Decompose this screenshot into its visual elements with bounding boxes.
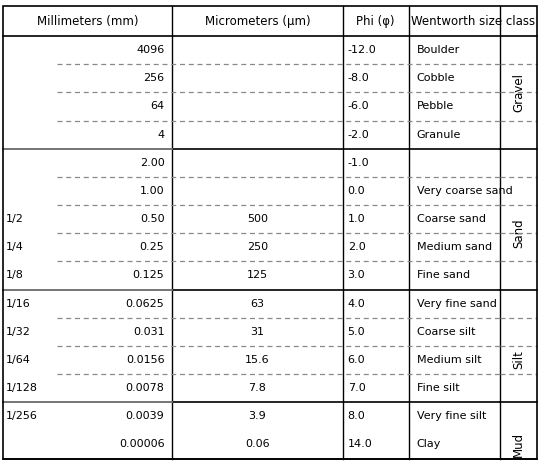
Text: Medium sand: Medium sand <box>416 242 492 252</box>
Text: 2.0: 2.0 <box>347 242 366 252</box>
Text: 500: 500 <box>247 214 268 224</box>
Text: 7.8: 7.8 <box>249 383 266 393</box>
Text: 7.0: 7.0 <box>347 383 366 393</box>
Text: -2.0: -2.0 <box>347 130 369 140</box>
Text: Wentworth size class: Wentworth size class <box>410 15 535 28</box>
Text: 4096: 4096 <box>136 45 164 55</box>
Text: 63: 63 <box>250 299 265 309</box>
Text: Phi (φ): Phi (φ) <box>356 15 395 28</box>
Text: Coarse silt: Coarse silt <box>416 327 475 337</box>
Text: Micrometers (μm): Micrometers (μm) <box>205 15 310 28</box>
Text: -12.0: -12.0 <box>347 45 376 55</box>
Text: 1/32: 1/32 <box>6 327 31 337</box>
Text: 3.0: 3.0 <box>347 271 366 280</box>
Text: 6.0: 6.0 <box>347 355 366 365</box>
Text: 0.0: 0.0 <box>347 186 366 196</box>
Text: 0.0078: 0.0078 <box>125 383 164 393</box>
Text: 125: 125 <box>247 271 268 280</box>
Text: 1/16: 1/16 <box>6 299 31 309</box>
Text: 0.25: 0.25 <box>140 242 164 252</box>
Text: 31: 31 <box>250 327 265 337</box>
Text: 1/2: 1/2 <box>6 214 24 224</box>
Text: 64: 64 <box>150 101 164 112</box>
Text: Coarse sand: Coarse sand <box>416 214 486 224</box>
Text: 1/8: 1/8 <box>6 271 24 280</box>
Text: 5.0: 5.0 <box>347 327 366 337</box>
Text: Gravel: Gravel <box>512 73 525 112</box>
Text: 0.0156: 0.0156 <box>126 355 164 365</box>
Text: 14.0: 14.0 <box>347 439 373 450</box>
Text: 3.9: 3.9 <box>249 411 266 421</box>
Text: Very fine sand: Very fine sand <box>416 299 496 309</box>
Text: 1/128: 1/128 <box>6 383 38 393</box>
Text: 256: 256 <box>144 73 164 83</box>
Text: 0.00006: 0.00006 <box>119 439 164 450</box>
Text: Fine silt: Fine silt <box>416 383 459 393</box>
Text: Medium silt: Medium silt <box>416 355 481 365</box>
Text: 1/4: 1/4 <box>6 242 24 252</box>
Text: 1/64: 1/64 <box>6 355 31 365</box>
Text: Pebble: Pebble <box>416 101 454 112</box>
Text: -8.0: -8.0 <box>347 73 369 83</box>
Text: 0.0039: 0.0039 <box>125 411 164 421</box>
Text: -1.0: -1.0 <box>347 158 369 168</box>
Text: Granule: Granule <box>416 130 461 140</box>
Text: -6.0: -6.0 <box>347 101 369 112</box>
Text: 8.0: 8.0 <box>347 411 366 421</box>
Text: 4: 4 <box>157 130 164 140</box>
Text: Mud: Mud <box>512 432 525 457</box>
Text: 250: 250 <box>247 242 268 252</box>
Text: 15.6: 15.6 <box>245 355 270 365</box>
Text: Very fine silt: Very fine silt <box>416 411 486 421</box>
Text: Fine sand: Fine sand <box>416 271 470 280</box>
Text: Boulder: Boulder <box>416 45 460 55</box>
Text: Silt: Silt <box>512 351 525 369</box>
Text: Very coarse sand: Very coarse sand <box>416 186 512 196</box>
Text: 0.0625: 0.0625 <box>125 299 164 309</box>
Text: Sand: Sand <box>512 219 525 248</box>
Text: Cobble: Cobble <box>416 73 455 83</box>
Text: 1.0: 1.0 <box>347 214 366 224</box>
Text: Millimeters (mm): Millimeters (mm) <box>37 15 139 28</box>
Text: 2.00: 2.00 <box>140 158 164 168</box>
Text: 0.125: 0.125 <box>133 271 164 280</box>
Text: Clay: Clay <box>416 439 441 450</box>
Text: 0.06: 0.06 <box>245 439 270 450</box>
Text: 1.00: 1.00 <box>140 186 164 196</box>
Text: 0.50: 0.50 <box>140 214 164 224</box>
Text: 1/256: 1/256 <box>6 411 38 421</box>
Text: 4.0: 4.0 <box>347 299 366 309</box>
Text: 0.031: 0.031 <box>133 327 164 337</box>
